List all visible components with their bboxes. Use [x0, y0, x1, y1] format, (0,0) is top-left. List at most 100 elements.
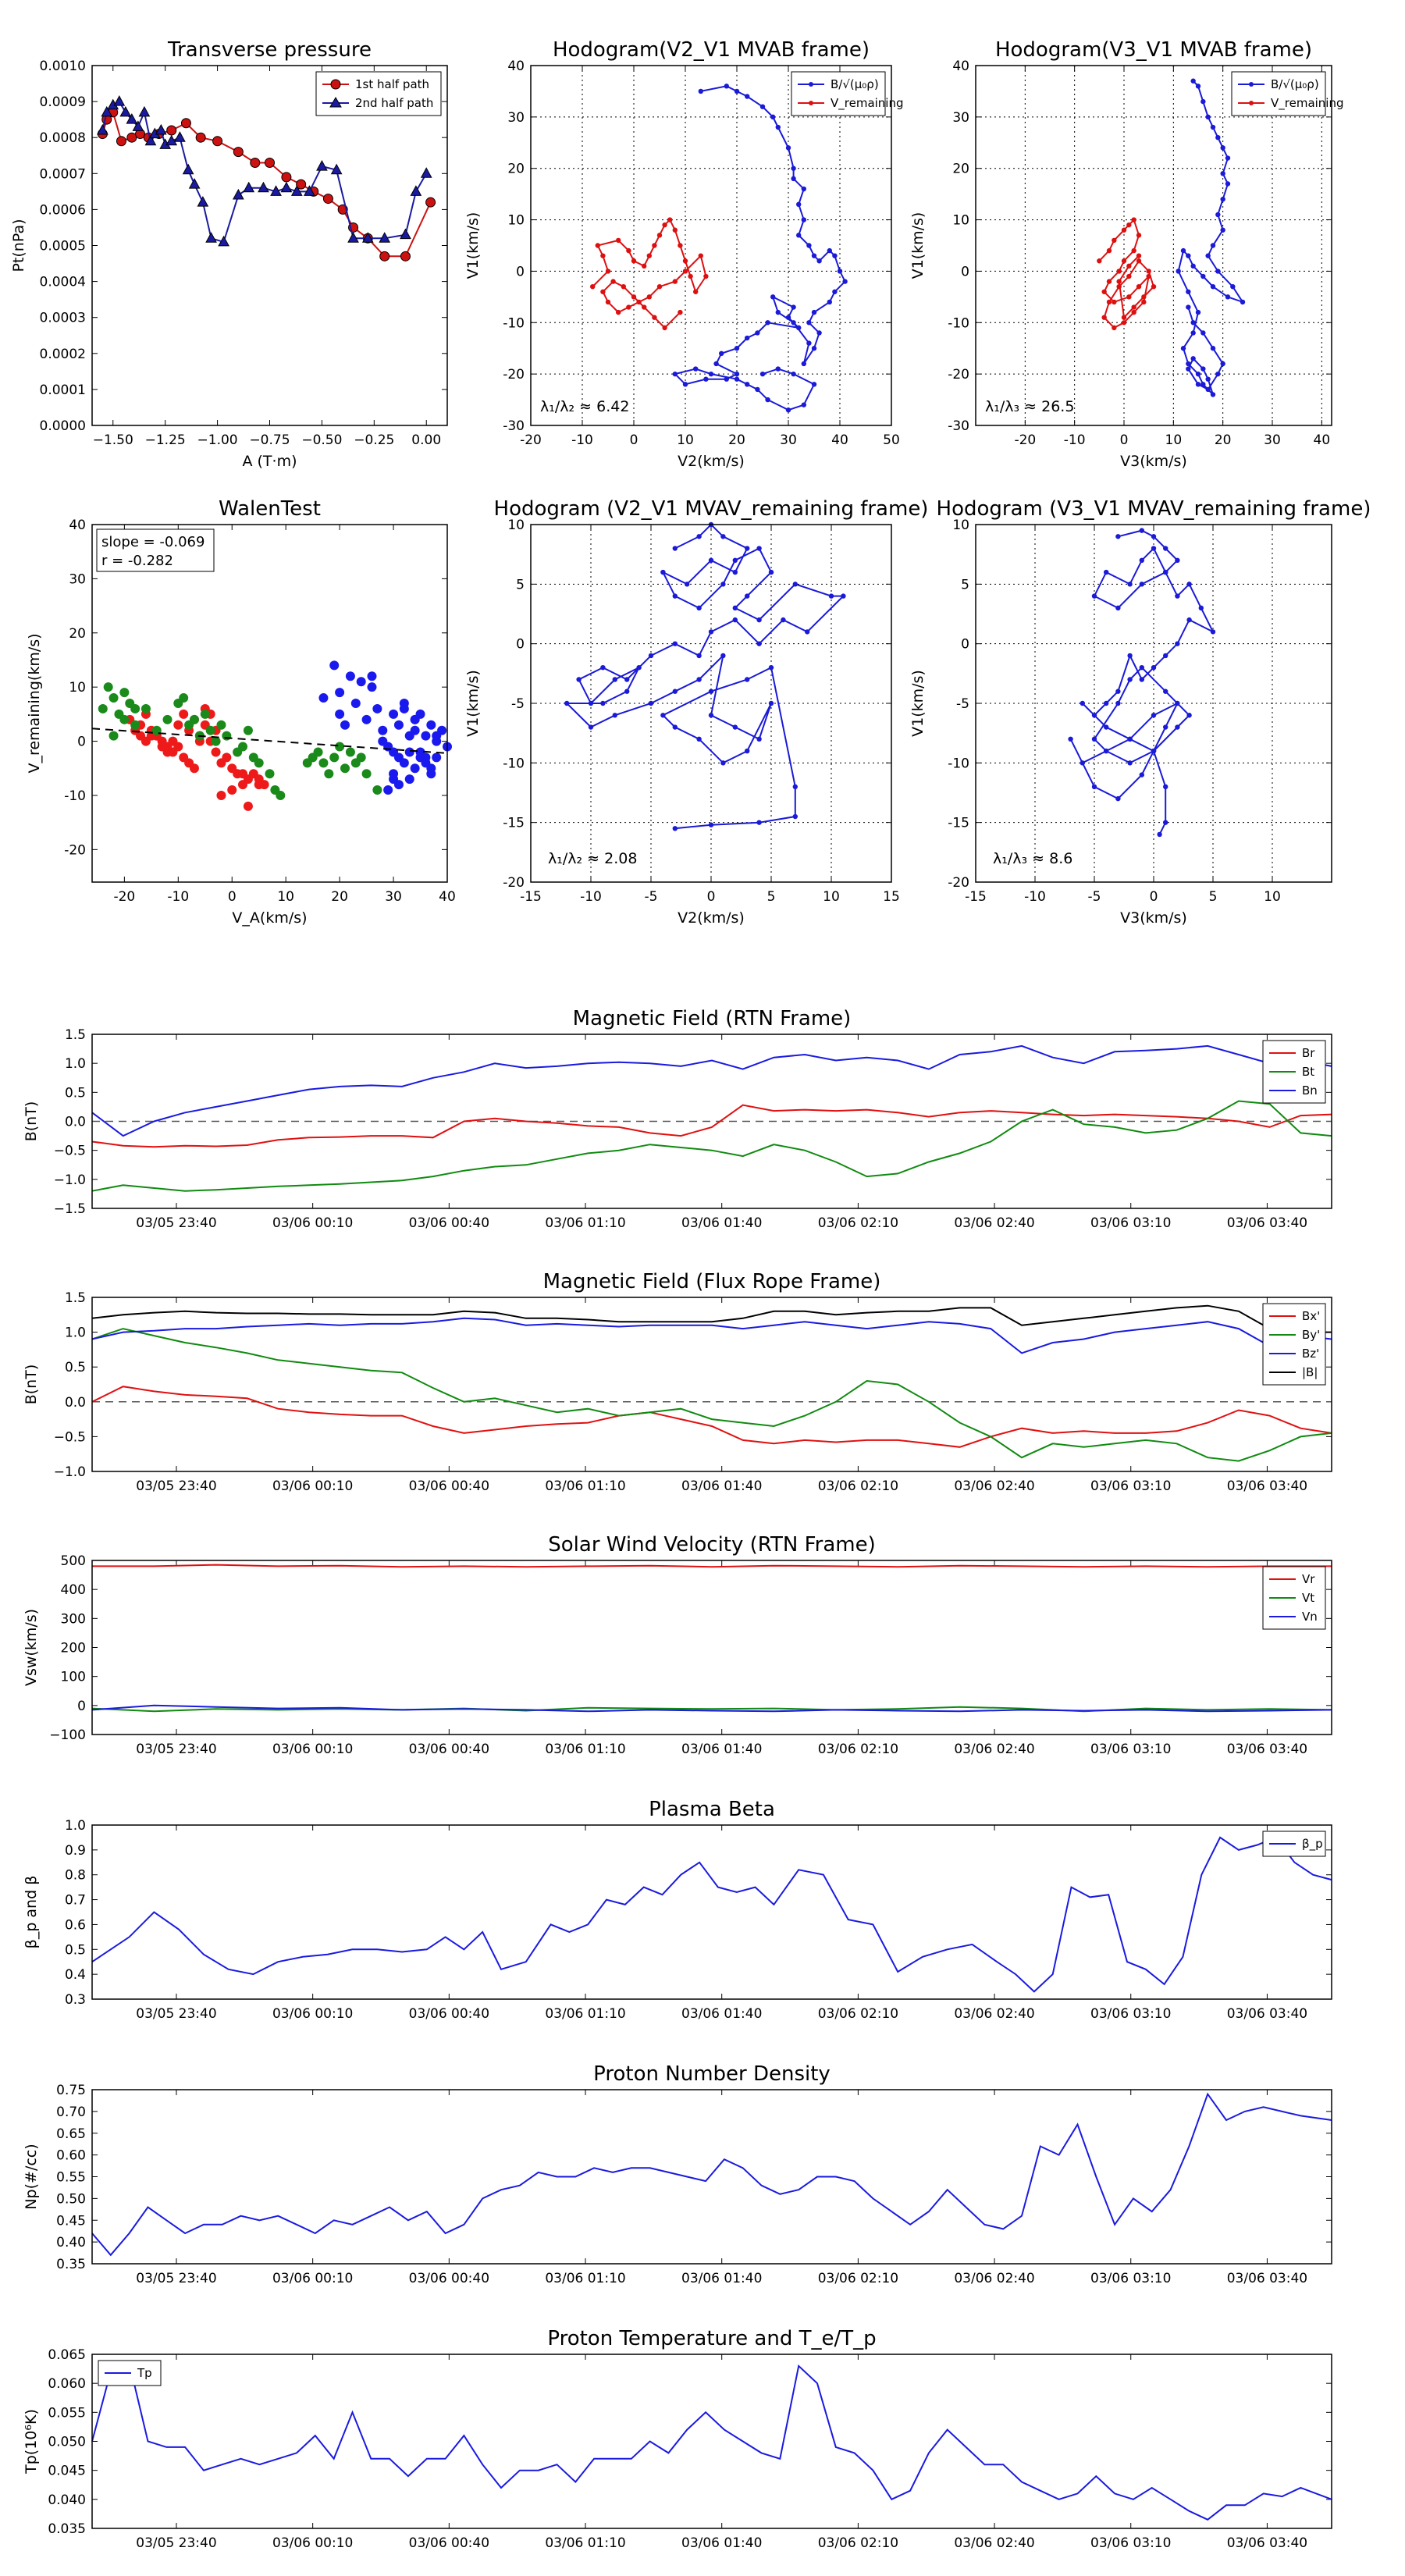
x-tick-label: -15 [965, 889, 987, 905]
y-tick-label: 0 [77, 735, 86, 750]
data-point [1195, 371, 1201, 377]
data-point [756, 641, 762, 646]
x-tick-label: 03/06 01:10 [545, 2271, 625, 2286]
legend-label: B/√(μ₀ρ) [831, 77, 879, 91]
data-point [642, 263, 647, 269]
data-point [756, 736, 762, 742]
data-point [1131, 309, 1136, 315]
data-point [791, 304, 796, 310]
data-point [330, 163, 343, 175]
eigen-ratio-label: λ₁/λ₂ ≈ 6.42 [540, 398, 629, 415]
chart-title: WalenTest [219, 497, 321, 521]
data-point [811, 382, 817, 387]
x-tick-label: 03/06 01:10 [545, 2535, 625, 2551]
x-tick-label: 03/06 01:40 [681, 2535, 762, 2551]
data-point [1215, 212, 1221, 218]
data-point [243, 725, 253, 735]
data-point [1190, 330, 1196, 336]
data-point [667, 217, 673, 222]
chart-transverse-pressure: Transverse pressure−1.50 −1.25 −1.00 −0.75−… [10, 38, 448, 470]
data-point [425, 197, 436, 208]
data-point [335, 688, 345, 698]
data-point [796, 325, 802, 331]
data-point [1121, 320, 1127, 326]
data-point [791, 320, 796, 326]
x-tick-label: 20 [331, 889, 348, 905]
data-point [1163, 688, 1168, 694]
legend-label: |B| [1302, 1365, 1318, 1379]
data-point [616, 309, 621, 315]
data-point [827, 247, 833, 254]
y-tick-label: −1.0 [54, 1464, 86, 1480]
x-tick-label: 03/06 02:10 [818, 1215, 898, 1231]
data-point [216, 790, 226, 800]
y-tick-label: -10 [948, 315, 969, 331]
data-point [732, 617, 738, 623]
plot-frame [975, 65, 1332, 426]
data-point [116, 136, 126, 147]
y-tick-label: 0.0000 [40, 418, 86, 434]
x-tick-label: 03/05 23:40 [136, 2271, 216, 2286]
x-tick-label: 03/06 02:40 [954, 1742, 1034, 1757]
data-point [296, 179, 307, 190]
data-point [1220, 227, 1225, 233]
data-point [1146, 273, 1151, 279]
data-point [616, 237, 621, 244]
x-tick-label: 03/05 23:40 [136, 2535, 216, 2551]
chart-np: Proton Number Density 03/05 23:40 03/06 00… [23, 2062, 1332, 2286]
x-axis-label: V_A(km/s) [232, 909, 307, 927]
data-point [626, 247, 631, 254]
y-tick-label: 0.0 [65, 1395, 86, 1411]
data-point [1116, 269, 1122, 274]
data-point [605, 299, 611, 305]
x-tick-label: 03/06 03:40 [1227, 2271, 1307, 2286]
data-point [1115, 605, 1121, 611]
y-tick-label: 100 [61, 1670, 86, 1685]
x-tick-label: -20 [113, 889, 135, 905]
data-point [768, 569, 774, 575]
data-point [265, 769, 275, 779]
legend-box [315, 71, 442, 116]
data-point [144, 134, 157, 146]
data-point [130, 720, 140, 730]
y-axis-label: B(nT) [23, 1364, 40, 1405]
data-point [696, 534, 702, 539]
data-point [682, 382, 688, 387]
x-tick-label: 0 [1150, 889, 1158, 905]
data-point [801, 361, 807, 367]
x-tick-label: 10 [677, 432, 694, 448]
data-point [243, 181, 255, 193]
x-tick-label: 03/06 01:40 [681, 2271, 762, 2286]
data-point [719, 350, 724, 356]
data-point [126, 132, 137, 143]
data-point [646, 253, 652, 258]
legend: Bx' By' Bz' |B| [1262, 1303, 1326, 1386]
data-point [420, 167, 432, 178]
y-tick-label: 30 [69, 571, 86, 587]
data-point [1176, 269, 1181, 274]
x-tick-label: 03/06 02:10 [818, 2535, 898, 2551]
data-point [1205, 114, 1211, 120]
legend-label: Tp [137, 2366, 152, 2380]
data-point [254, 758, 264, 768]
x-tick-label: 03/06 02:40 [954, 1478, 1034, 1494]
y-tick-label: 0.65 [56, 2126, 86, 2142]
data-point [1127, 653, 1133, 659]
data-point [755, 330, 760, 336]
chart-bfield: Magnetic Field (RTN Frame) 03/05 23:40 03/… [23, 1007, 1332, 1231]
x-tick-label: 03/06 01:10 [545, 2006, 625, 2022]
data-point [1151, 713, 1157, 718]
y-tick-label: 0.040 [48, 2492, 86, 2508]
data-point [745, 382, 750, 387]
data-point [1163, 820, 1168, 825]
data-point [805, 629, 810, 635]
data-point [166, 125, 177, 136]
data-point [1163, 569, 1168, 575]
series-line [1098, 218, 1155, 329]
data-point [316, 160, 328, 171]
data-point [270, 185, 282, 196]
data-point [745, 546, 750, 551]
plot-frame [91, 65, 448, 426]
x-tick-label: 03/06 02:40 [954, 1215, 1034, 1231]
x-tick-label: 03/05 23:40 [136, 1742, 216, 1757]
